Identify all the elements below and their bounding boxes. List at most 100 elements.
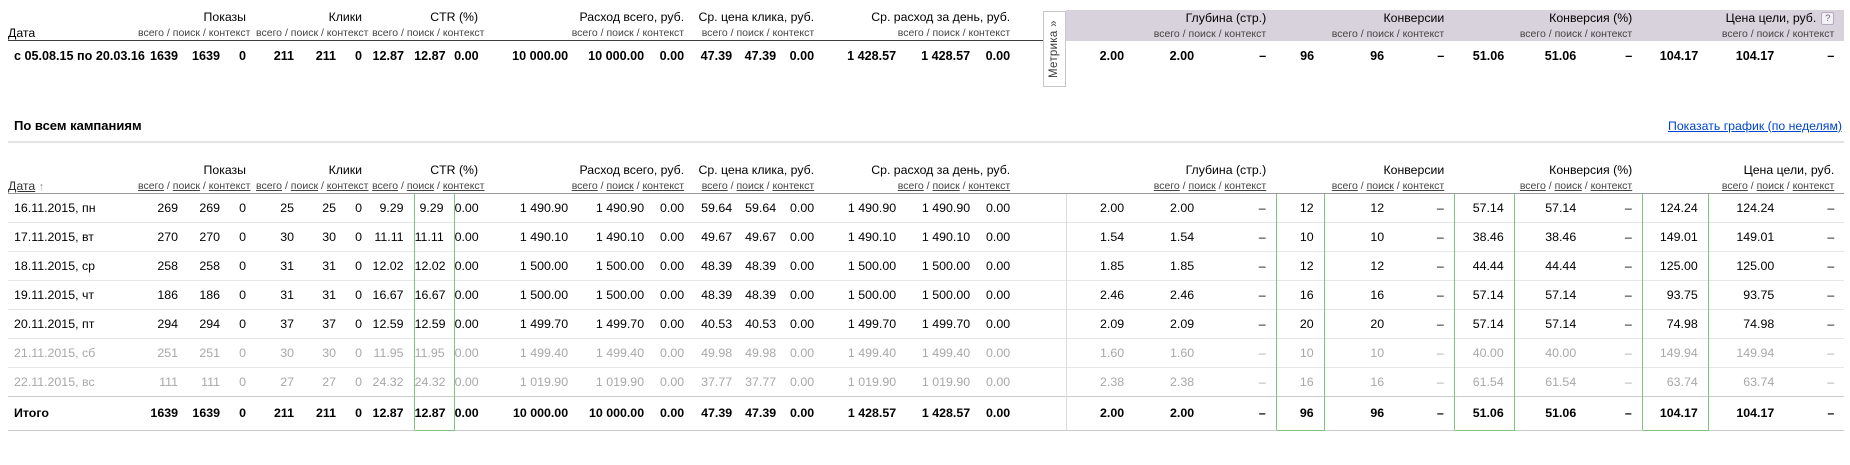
show-chart-link[interactable]: Показать график (по неделям) — [1668, 118, 1842, 133]
column-group-title: Расход всего, руб. — [579, 10, 685, 24]
subcolumn-labels: всего / поиск / контекст — [1153, 27, 1267, 40]
metric-cell: 0.00 — [654, 250, 695, 280]
row-date-label: 18.11.2015, ср — [8, 250, 138, 280]
metric-cell: 1 499.70 — [824, 308, 907, 338]
metric-cell: 31 — [304, 250, 347, 280]
metric-cell: 12.02 — [413, 250, 455, 280]
subcolumn-label: всего — [1153, 27, 1180, 40]
metric-cell: 0.00 — [786, 395, 825, 431]
sort-by-subcolumn-link[interactable]: всего — [897, 179, 924, 192]
date-column-header[interactable]: Дата ↑ — [8, 142, 138, 194]
metric-cell: 12.59 — [372, 308, 415, 338]
metric-cell: 40.00 — [1453, 337, 1515, 367]
metric-cell: 93.75 — [1708, 279, 1785, 309]
metric-cell: 211 — [273, 48, 295, 63]
metric-cell: 0 — [230, 366, 257, 396]
metric-cell: 0.00 — [980, 366, 1021, 396]
subcolumn-label: всего — [1331, 27, 1358, 40]
sort-by-subcolumn-link[interactable]: поиск — [932, 179, 960, 192]
sort-by-subcolumn-link[interactable]: всего — [138, 179, 164, 192]
metric-cell: 0.00 — [454, 308, 489, 338]
sort-by-subcolumn-link[interactable]: поиск — [1366, 179, 1394, 192]
sort-by-subcolumn-link[interactable]: контекст — [968, 179, 1011, 192]
sort-by-subcolumn-link[interactable]: контекст — [1590, 179, 1633, 192]
metrika-tab[interactable]: Метрика » — [1043, 11, 1066, 87]
sort-by-subcolumn-link[interactable]: контекст — [1402, 179, 1445, 192]
metric-cell: 30 — [256, 337, 305, 367]
subcolumn-label: поиск — [1366, 27, 1394, 40]
sort-by-subcolumn-link[interactable]: поиск — [606, 179, 634, 192]
summary-section: Дата Показы всего / поиск / контекст Клики в… — [8, 10, 1845, 87]
sort-by-subcolumn-link[interactable]: контекст — [442, 179, 485, 192]
sort-by-subcolumn-link[interactable]: поиск — [1756, 179, 1784, 192]
metric-cell: 2.00 — [1169, 48, 1195, 63]
table-row: 22.11.2015, вс 111 111 0 27 27 0 24.32 24.32 0.00… — [8, 366, 1845, 396]
metric-cell: – — [1586, 337, 1643, 367]
metric-cell: 1639 — [191, 48, 220, 63]
metric-cell: 258 — [188, 250, 230, 280]
metric-cell: 0.00 — [654, 395, 695, 431]
sort-by-subcolumn-link[interactable]: всего — [256, 179, 283, 192]
sort-by-subcolumn-link[interactable]: всего — [1331, 179, 1358, 192]
metric-cell: – — [1586, 250, 1643, 280]
metric-cell: 25 — [322, 200, 337, 215]
sort-by-subcolumn-link[interactable]: всего — [372, 179, 399, 192]
metric-cell: 2.46 — [1066, 279, 1135, 309]
metric-cell: 37.77 — [694, 366, 743, 396]
sort-by-subcolumn-link[interactable]: всего — [1519, 179, 1546, 192]
total-row: Итого 1639 1639 0 211 211 0 12.87 12.87 0.00 10 00… — [8, 395, 1845, 431]
campaigns-by-date-table: Дата ↑ Показы всего / поиск / контекст Клик… — [8, 142, 1845, 431]
sort-by-subcolumn-link[interactable]: контекст — [326, 179, 369, 192]
sort-by-subcolumn-link[interactable]: контекст — [1224, 179, 1267, 192]
subcolumn-label: поиск — [1554, 27, 1582, 40]
metric-cell: 211 — [304, 395, 347, 431]
metric-cell: 2.00 — [1099, 48, 1125, 63]
metric-cell: 9.29 — [379, 200, 404, 215]
metric-cell: 294 — [188, 308, 230, 338]
metric-cell: 149.01 — [1641, 221, 1709, 251]
metric-cell: 1 019.90 — [488, 366, 579, 396]
sort-by-subcolumn-link[interactable]: всего — [1153, 179, 1180, 192]
metric-cell: 12.02 — [372, 250, 415, 280]
sort-by-subcolumn-link[interactable]: поиск — [290, 179, 319, 192]
metric-cell: 149.94 — [1641, 337, 1709, 367]
column-group-title: Конверсии — [1383, 162, 1445, 177]
section-gap-cell — [1020, 221, 1067, 251]
column-group-title: Клики — [328, 162, 363, 177]
sort-by-subcolumn-link[interactable]: всего — [701, 179, 728, 192]
subcolumn-labels: всего / поиск / контекст — [1721, 179, 1835, 192]
help-icon[interactable]: ? — [1821, 11, 1835, 25]
metric-cell: 12.87 — [372, 395, 415, 431]
sort-by-subcolumn-link[interactable]: контекст — [208, 179, 251, 192]
metric-cell: 47.39 — [744, 48, 777, 63]
metric-cell: 0.00 — [980, 308, 1021, 338]
sort-by-subcolumn-link[interactable]: контекст — [642, 179, 685, 192]
sort-by-subcolumn-link[interactable]: контекст — [1792, 179, 1835, 192]
metric-cell: 16 — [1275, 366, 1325, 396]
metric-cell: 104.17 — [1735, 48, 1775, 63]
sort-by-subcolumn-link[interactable]: контекст — [772, 179, 815, 192]
column-group-title: Конверсии — [1383, 10, 1445, 25]
metric-cell: 2.09 — [1066, 308, 1135, 338]
sort-by-subcolumn-link[interactable]: поиск — [1188, 179, 1216, 192]
sort-by-subcolumn-link[interactable]: поиск — [1554, 179, 1582, 192]
metric-cell: 0.00 — [786, 279, 825, 309]
sort-by-subcolumn-link[interactable]: поиск — [172, 179, 200, 192]
metric-cell: 2.00 — [1170, 200, 1195, 215]
row-date-label: 22.11.2015, вс — [8, 366, 138, 396]
metric-cell: 63.74 — [1641, 366, 1709, 396]
metric-cell: 0.00 — [786, 221, 825, 251]
metric-cell: 0 — [230, 337, 257, 367]
section-gap-cell — [1020, 279, 1067, 309]
sort-by-subcolumn-link[interactable]: поиск — [406, 179, 435, 192]
metric-cell: 57.14 — [1514, 308, 1587, 338]
sort-by-subcolumn-link[interactable]: поиск — [736, 179, 764, 192]
sort-by-subcolumn-link[interactable]: всего — [1721, 179, 1748, 192]
metric-cell: 0.00 — [454, 279, 489, 309]
column-group-title: Ср. цена клика, руб. — [698, 10, 815, 24]
date-sort-link[interactable]: Дата — [8, 178, 36, 193]
metric-cell: 0.00 — [786, 250, 825, 280]
metric-cell: 74.98 — [1708, 308, 1785, 338]
column-group-title: Клики — [328, 10, 363, 24]
sort-by-subcolumn-link[interactable]: всего — [571, 179, 598, 192]
